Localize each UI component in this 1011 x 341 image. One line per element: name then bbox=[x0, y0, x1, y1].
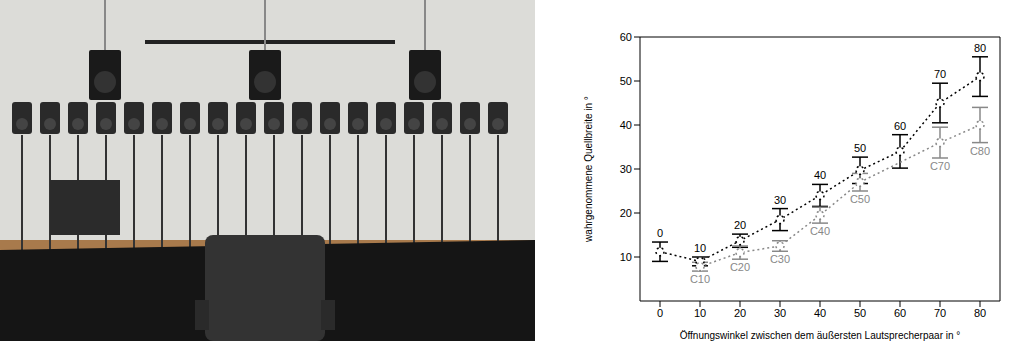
svg-text:10: 10 bbox=[620, 251, 632, 263]
svg-text:60: 60 bbox=[894, 307, 906, 319]
svg-text:wahrgenommene Quellbreite in °: wahrgenommene Quellbreite in ° bbox=[583, 96, 594, 243]
svg-text:C30: C30 bbox=[770, 253, 790, 265]
svg-text:20: 20 bbox=[734, 219, 746, 231]
svg-text:60: 60 bbox=[620, 31, 632, 43]
svg-text:40: 40 bbox=[814, 169, 826, 181]
svg-text:80: 80 bbox=[974, 42, 986, 54]
svg-text:C50: C50 bbox=[850, 193, 870, 205]
svg-text:40: 40 bbox=[620, 119, 632, 131]
svg-text:50: 50 bbox=[620, 75, 632, 87]
svg-text:50: 50 bbox=[854, 307, 866, 319]
svg-text:C40: C40 bbox=[810, 225, 830, 237]
svg-text:40: 40 bbox=[814, 307, 826, 319]
svg-text:10: 10 bbox=[694, 307, 706, 319]
svg-text:30: 30 bbox=[774, 307, 786, 319]
svg-text:30: 30 bbox=[774, 194, 786, 206]
svg-text:0: 0 bbox=[657, 307, 663, 319]
svg-text:C20: C20 bbox=[730, 261, 750, 273]
svg-text:80: 80 bbox=[974, 307, 986, 319]
svg-text:0: 0 bbox=[657, 227, 663, 239]
svg-text:20: 20 bbox=[734, 307, 746, 319]
svg-text:C70: C70 bbox=[930, 160, 950, 172]
svg-text:C10: C10 bbox=[690, 273, 710, 285]
svg-text:50: 50 bbox=[854, 142, 866, 154]
svg-text:30: 30 bbox=[620, 163, 632, 175]
svg-text:10: 10 bbox=[694, 242, 706, 254]
svg-text:Öffnungswinkel zwischen dem äu: Öffnungswinkel zwischen dem äußersten La… bbox=[680, 330, 961, 341]
svg-text:70: 70 bbox=[934, 68, 946, 80]
svg-text:70: 70 bbox=[934, 307, 946, 319]
svg-text:20: 20 bbox=[620, 207, 632, 219]
svg-text:60: 60 bbox=[894, 120, 906, 132]
svg-text:C80: C80 bbox=[970, 145, 990, 157]
